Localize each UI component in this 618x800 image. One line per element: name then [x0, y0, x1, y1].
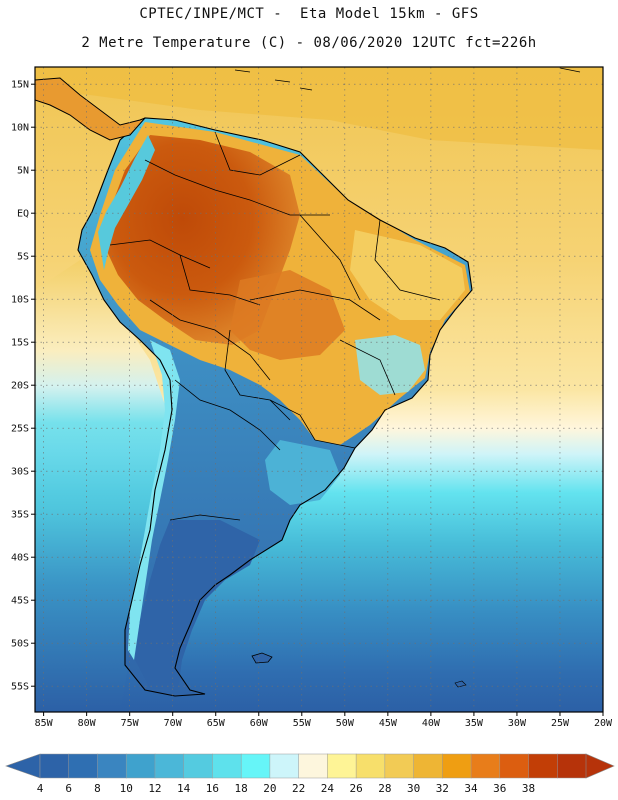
- map-frame: [34, 66, 604, 713]
- colorbar-cell: [384, 753, 415, 779]
- lat-tick-label: 5N: [17, 166, 29, 177]
- colorbar-max-arrow: [585, 753, 615, 779]
- colorbar-cell: [154, 753, 185, 779]
- colorbar-label: 28: [378, 782, 391, 795]
- colorbar-cell: [269, 753, 300, 779]
- lat-tick-label: 45S: [11, 596, 29, 607]
- lon-tick-label: 55W: [293, 718, 312, 729]
- colorbar-label: 22: [292, 782, 305, 795]
- lon-tick-label: 45W: [379, 718, 398, 729]
- coastline: [77, 117, 473, 697]
- lat-tick-label: 35S: [11, 510, 29, 521]
- lon-tick-label: 75W: [121, 718, 140, 729]
- lon-tick-label: 70W: [164, 718, 183, 729]
- lat-tick-label: 15N: [11, 80, 29, 91]
- colorbar-cell: [528, 753, 558, 779]
- colorbar-cell: [125, 753, 156, 779]
- colorbar-cell: [212, 753, 242, 779]
- colorbar-cells: [5, 753, 615, 779]
- colorbar-label: 14: [177, 782, 191, 795]
- lon-tick-label: 40W: [422, 718, 441, 729]
- lon-tick-label: 50W: [336, 718, 355, 729]
- latitude-axis: 15N 10N 5N EQ 5S 10S 15S 20S 25S 30S 35S 40S 45S 50S 5…: [11, 80, 35, 693]
- colorbar-cell: [97, 753, 127, 779]
- lat-tick-label: 50S: [11, 639, 29, 650]
- colorbar-label: 12: [148, 782, 161, 795]
- temperature-colorbar: 4 6 8 10 12 14 16 18 20 22 24 26 28 30 32 34 36 38: [5, 753, 615, 795]
- lon-tick-label: 85W: [35, 718, 54, 729]
- colorbar-cell: [39, 753, 70, 779]
- colorbar-label: 6: [65, 782, 72, 795]
- lon-tick-label: 80W: [78, 718, 97, 729]
- colorbar-cell: [499, 753, 530, 779]
- colorbar-label: 24: [321, 782, 335, 795]
- country-borders: [109, 131, 441, 521]
- colorbar-label: 32: [436, 782, 449, 795]
- lat-tick-label: 55S: [11, 682, 29, 693]
- colorbar-label: 36: [493, 782, 506, 795]
- colorbar-label: 38: [522, 782, 535, 795]
- lat-tick-label: 25S: [11, 424, 29, 435]
- colorbar-cell: [442, 753, 472, 779]
- colorbar-label: 16: [206, 782, 219, 795]
- lat-tick-label: 15S: [11, 338, 29, 349]
- falkland-islands: [251, 652, 273, 664]
- colorbar-label: 4: [37, 782, 44, 795]
- lon-tick-label: 25W: [551, 718, 570, 729]
- andes-cold-stripe: [98, 135, 155, 270]
- colorbar-cell: [68, 753, 99, 779]
- central-america: [35, 77, 146, 141]
- colorbar-cell: [327, 753, 357, 779]
- colorbar-label: 30: [407, 782, 420, 795]
- graticule: [35, 67, 603, 712]
- colorbar-label: 10: [120, 782, 133, 795]
- lon-tick-label: 30W: [508, 718, 527, 729]
- colorbar-cell: [183, 753, 213, 779]
- colorbar-cell: [298, 753, 328, 779]
- caribbean-islands: [234, 67, 581, 91]
- la-plata-zone: [265, 440, 340, 505]
- lat-tick-label: 40S: [11, 553, 29, 564]
- colorbar-label: 20: [263, 782, 276, 795]
- lat-tick-label: 20S: [11, 381, 29, 392]
- caribbean-warm-zone: [35, 67, 603, 150]
- lat-tick-label: 10N: [11, 123, 29, 134]
- south-georgia: [454, 680, 467, 688]
- colorbar-min-arrow: [5, 753, 41, 779]
- lon-tick-label: 20W: [594, 718, 613, 729]
- southeast-cool-patch: [355, 335, 425, 395]
- colorbar-labels: 4 6 8 10 12 14 16 18 20 22 24 26 28 30 32 34 36 38: [37, 782, 535, 795]
- colorbar-cell: [413, 753, 443, 779]
- colorbar-cell: [240, 753, 271, 779]
- lat-tick-label: EQ: [17, 209, 29, 220]
- colorbar-label: 18: [235, 782, 248, 795]
- temperature-map: 15N 10N 5N EQ 5S 10S 15S 20S 25S 30S 35S 40S 45S 50S 5…: [11, 66, 613, 729]
- colorbar-cell: [355, 753, 386, 779]
- northeast-warm-zone: [350, 230, 465, 320]
- colorbar-cell: [470, 753, 501, 779]
- colorbar-label: 34: [464, 782, 478, 795]
- map-title-line-1: CPTEC/INPE/MCT - Eta Model 15km - GFS: [139, 6, 479, 22]
- longitude-axis: 85W 80W 75W 70W 65W 60W 55W 50W 45W 40W 35W 30W 25W 2…: [35, 712, 613, 729]
- colorbar-label: 8: [94, 782, 101, 795]
- map-title-line-2: 2 Metre Temperature (C) - 08/06/2020 12U…: [81, 35, 537, 51]
- lon-tick-label: 35W: [465, 718, 484, 729]
- colorbar-label: 26: [349, 782, 362, 795]
- colorbar-cell: [557, 753, 587, 779]
- lat-tick-label: 5S: [17, 252, 29, 263]
- lat-tick-label: 30S: [11, 467, 29, 478]
- lat-tick-label: 10S: [11, 295, 29, 306]
- lon-tick-label: 60W: [250, 718, 269, 729]
- lon-tick-label: 65W: [207, 718, 226, 729]
